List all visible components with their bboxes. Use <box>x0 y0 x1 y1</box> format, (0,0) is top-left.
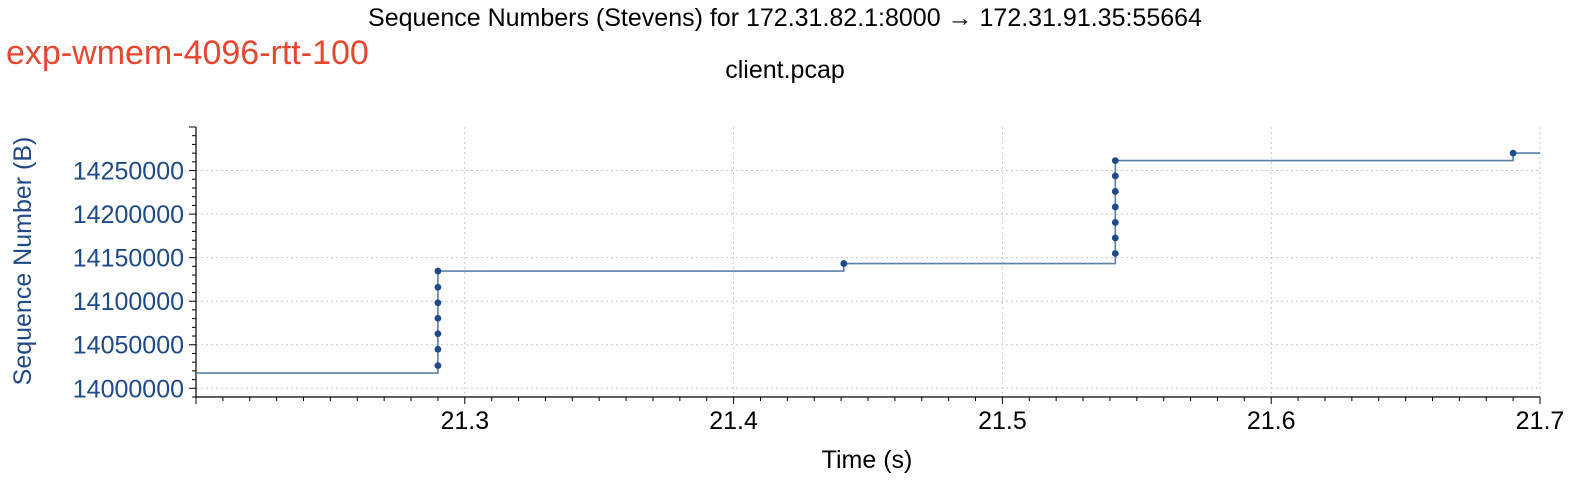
segment-point <box>434 314 442 322</box>
segment-point <box>1111 188 1119 195</box>
chart-title: Sequence Numbers (Stevens) for 172.31.82… <box>368 4 1202 32</box>
segment-point <box>1111 219 1119 226</box>
y-tick-label: 14150000 <box>73 245 184 273</box>
segment-point <box>434 267 442 275</box>
segment-point <box>434 345 442 353</box>
y-axis-label: Sequence Number (B) <box>9 137 37 386</box>
y-tick-label: 14050000 <box>73 332 184 360</box>
y-tick-label: 14100000 <box>73 288 184 316</box>
segment-point <box>1509 149 1517 157</box>
experiment-label: exp-wmem-4096-rtt-100 <box>6 34 369 72</box>
segment-point <box>1111 203 1119 211</box>
x-tick-label: 21.5 <box>978 407 1027 435</box>
x-tick-label: 21.6 <box>1247 407 1296 435</box>
segment-point <box>434 299 442 307</box>
data-layer <box>196 149 1540 374</box>
sequence-step-line <box>196 152 1540 374</box>
segment-point <box>1111 157 1119 165</box>
x-tick-label: 21.7 <box>1516 407 1565 435</box>
segment-point <box>434 283 442 291</box>
chart-subtitle: client.pcap <box>725 56 845 84</box>
segment-point <box>1111 172 1119 180</box>
axes-layer: 21.3 21.4 21.5 21.6 21.7 14000000 14050000 1410… <box>73 126 1565 435</box>
y-tick-label: 14200000 <box>73 201 184 229</box>
grid-layer <box>196 127 1541 397</box>
segment-point <box>1111 250 1119 257</box>
segment-point <box>840 260 848 267</box>
y-tick-label: 14000000 <box>73 375 184 403</box>
x-tick-label: 21.3 <box>440 407 489 435</box>
x-axis-label: Time (s) <box>822 446 913 474</box>
segment-point <box>434 330 442 338</box>
segment-point <box>434 362 442 370</box>
segment-point <box>1111 234 1119 242</box>
x-tick-label: 21.4 <box>709 407 758 435</box>
y-tick-label: 14250000 <box>73 158 184 186</box>
